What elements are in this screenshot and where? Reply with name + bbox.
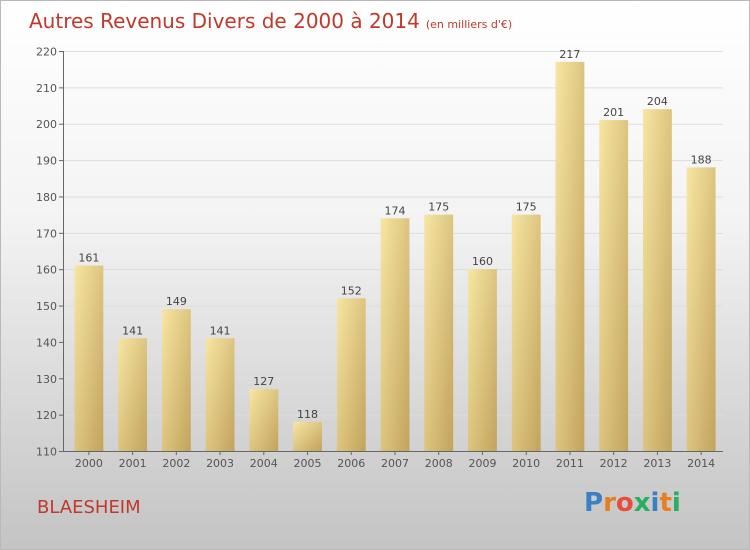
y-tick-label-170: 170 bbox=[36, 227, 57, 240]
x-tick-label-2005: 2005 bbox=[294, 457, 322, 470]
value-label-2003: 141 bbox=[210, 324, 231, 337]
bar-2000 bbox=[74, 265, 104, 451]
city-name: BLAESHEIM bbox=[37, 497, 141, 518]
bar-2014 bbox=[686, 167, 716, 451]
y-tick-label-190: 190 bbox=[36, 155, 57, 168]
proxiti-logo: Proxiti bbox=[584, 488, 681, 518]
value-label-2012: 201 bbox=[603, 106, 624, 119]
y-tick-label-110: 110 bbox=[36, 446, 57, 459]
y-tick-label-130: 130 bbox=[36, 373, 57, 386]
logo-letter: r bbox=[603, 488, 616, 518]
x-tick-label-2002: 2002 bbox=[162, 457, 190, 470]
bar-2013 bbox=[642, 109, 672, 451]
bar-2004 bbox=[249, 389, 279, 451]
value-label-2005: 118 bbox=[297, 408, 318, 421]
value-label-2008: 175 bbox=[428, 201, 449, 214]
value-label-2004: 127 bbox=[253, 375, 274, 388]
logo-letter: P bbox=[584, 488, 604, 518]
logo-letter: x bbox=[633, 488, 651, 518]
y-tick-label-180: 180 bbox=[36, 191, 57, 204]
logo-letter: i bbox=[671, 488, 681, 518]
x-tick-label-2007: 2007 bbox=[381, 457, 409, 470]
chart-title: Autres Revenus Divers de 2000 à 2014 (en … bbox=[29, 9, 512, 33]
y-tick-label-120: 120 bbox=[36, 409, 57, 422]
logo-letter: t bbox=[659, 488, 672, 518]
value-label-2010: 175 bbox=[516, 201, 537, 214]
x-tick-label-2014: 2014 bbox=[687, 457, 715, 470]
bar-2006 bbox=[336, 298, 366, 451]
bar-2003 bbox=[205, 338, 235, 451]
x-tick-label-2004: 2004 bbox=[250, 457, 278, 470]
x-tick-label-2008: 2008 bbox=[425, 457, 453, 470]
bar-2002 bbox=[161, 309, 191, 451]
x-tick-label-2000: 2000 bbox=[75, 457, 103, 470]
bar-2012 bbox=[599, 120, 629, 451]
axes: 110 120 130 140 150 160 170 180 190 200 210 220 2000… bbox=[36, 46, 723, 470]
x-tick-label-2003: 2003 bbox=[206, 457, 234, 470]
logo-letter: o bbox=[615, 488, 634, 518]
logo-letter: i bbox=[650, 488, 660, 518]
value-label-2000: 161 bbox=[78, 252, 99, 265]
x-tick-label-2013: 2013 bbox=[643, 457, 671, 470]
value-label-2013: 204 bbox=[647, 95, 668, 108]
x-tick-label-2011: 2011 bbox=[556, 457, 584, 470]
value-label-2011: 217 bbox=[559, 48, 580, 61]
bar-2008 bbox=[424, 214, 454, 451]
value-label-2007: 174 bbox=[385, 204, 406, 217]
y-tick-label-220: 220 bbox=[36, 46, 57, 59]
bars: 161 141 149 141 127 118 152 174 175 160 175 217 201 2… bbox=[74, 48, 716, 452]
title-main: Autres Revenus Divers de 2000 à 2014 bbox=[29, 9, 420, 33]
y-tick-label-160: 160 bbox=[36, 264, 57, 277]
value-label-2002: 149 bbox=[166, 295, 187, 308]
y-tick-label-150: 150 bbox=[36, 300, 57, 313]
value-label-2006: 152 bbox=[341, 284, 362, 297]
value-label-2009: 160 bbox=[472, 255, 493, 268]
x-tick-label-2001: 2001 bbox=[119, 457, 147, 470]
bar-2010 bbox=[511, 214, 541, 451]
bar-2011 bbox=[555, 61, 585, 452]
x-tick-label-2012: 2012 bbox=[600, 457, 628, 470]
value-label-2014: 188 bbox=[691, 153, 712, 166]
value-label-2001: 141 bbox=[122, 324, 143, 337]
y-tick-label-210: 210 bbox=[36, 82, 57, 95]
y-tick-label-200: 200 bbox=[36, 118, 57, 131]
bar-2009 bbox=[468, 269, 497, 451]
bar-2001 bbox=[118, 338, 148, 451]
bar-2007 bbox=[380, 218, 410, 451]
x-tick-label-2006: 2006 bbox=[337, 457, 365, 470]
x-tick-label-2009: 2009 bbox=[468, 457, 496, 470]
y-tick-label-140: 140 bbox=[36, 336, 57, 349]
title-unit: (en milliers d'€) bbox=[425, 18, 513, 31]
x-tick-label-2010: 2010 bbox=[512, 457, 540, 470]
bar-2005 bbox=[293, 421, 322, 451]
